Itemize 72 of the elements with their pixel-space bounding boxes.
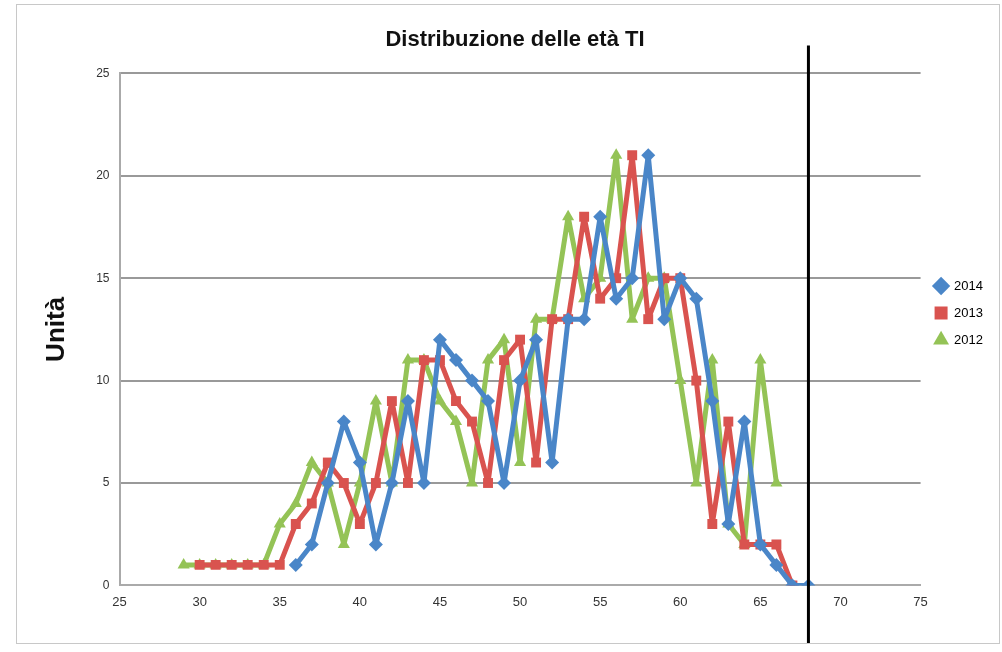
- point: [370, 478, 381, 488]
- y-tick-label: 15: [96, 270, 110, 285]
- point: [481, 353, 495, 364]
- point: [499, 355, 509, 366]
- x-tick-label: 40: [352, 593, 368, 609]
- point: [338, 478, 349, 488]
- point: [769, 557, 784, 572]
- point: [754, 353, 767, 364]
- x-tick-label: 45: [432, 593, 448, 609]
- point: [562, 209, 575, 221]
- point: [513, 373, 528, 388]
- point: [451, 396, 461, 407]
- chart-title: Distribuzione delle età TI: [385, 26, 645, 52]
- point: [579, 211, 590, 222]
- point: [577, 312, 592, 327]
- point: [481, 394, 496, 409]
- x-tick-label: 35: [272, 593, 287, 609]
- point: [465, 373, 479, 388]
- x-tick-label: 65: [753, 593, 768, 609]
- point: [402, 478, 413, 488]
- y-tick-label: 20: [96, 168, 110, 183]
- point: [449, 414, 463, 426]
- x-tick-label: 75: [913, 593, 928, 609]
- y-tick-label: 0: [102, 577, 110, 592]
- y-tick-label: 5: [102, 475, 110, 490]
- y-axis-title: Unità: [39, 296, 70, 362]
- point: [177, 557, 190, 569]
- point: [705, 394, 720, 409]
- y-tick-label: 25: [96, 65, 110, 80]
- point: [531, 457, 542, 468]
- point: [289, 496, 302, 507]
- point: [352, 455, 367, 470]
- point: [723, 416, 734, 427]
- point: [595, 293, 606, 304]
- point: [609, 291, 624, 306]
- point: [483, 478, 493, 488]
- point: [610, 148, 623, 159]
- point: [274, 559, 285, 570]
- y-tick-label: 10: [96, 372, 110, 387]
- point: [304, 537, 319, 552]
- point: [625, 271, 640, 286]
- point: [448, 353, 463, 368]
- point: [657, 312, 672, 327]
- point: [305, 455, 318, 467]
- x-tick-label: 70: [833, 593, 848, 609]
- point: [306, 498, 317, 509]
- point: [290, 519, 301, 529]
- legend-label: 2013: [954, 304, 983, 320]
- x-tick-label: 55: [592, 593, 608, 609]
- point: [627, 150, 638, 161]
- x-tick-label: 60: [673, 593, 688, 609]
- x-tick-label: 25: [112, 593, 127, 609]
- point: [433, 394, 447, 405]
- point: [497, 332, 511, 344]
- legend-label: 2014: [954, 277, 983, 293]
- point: [288, 557, 303, 572]
- x-tick-label: 50: [512, 593, 528, 609]
- point: [771, 539, 782, 550]
- point: [515, 334, 526, 345]
- point: [467, 416, 477, 427]
- point: [401, 353, 414, 364]
- legend-label: 2012: [954, 331, 983, 347]
- point: [530, 312, 543, 323]
- point: [369, 394, 382, 405]
- point: [643, 314, 654, 325]
- point: [691, 375, 702, 386]
- x-tick-label: 30: [192, 593, 207, 609]
- point: [707, 519, 718, 529]
- point: [354, 519, 365, 529]
- point: [273, 516, 286, 528]
- point: [386, 396, 397, 407]
- point: [689, 291, 704, 306]
